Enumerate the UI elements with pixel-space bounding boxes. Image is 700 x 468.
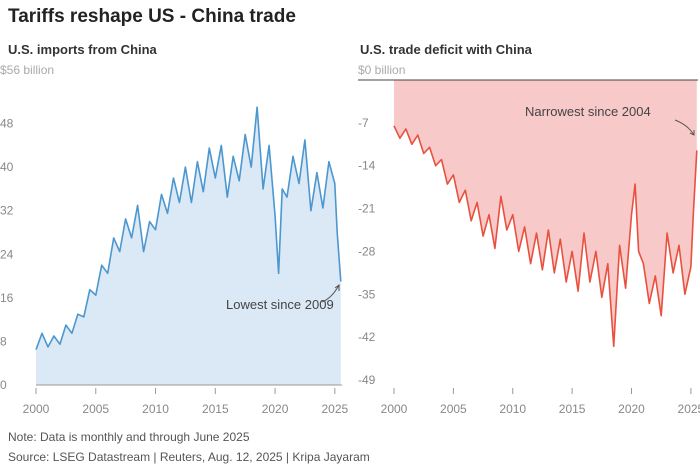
deficit-annotation: Narrowest since 2004 [525,104,651,119]
imports-x-tick-label: 2000 [23,402,50,416]
imports-chart-title: U.S. imports from China [8,42,157,57]
imports-x-tick-label: 2020 [262,402,289,416]
imports-y-top-label: $56 billion [0,63,54,77]
imports-x-tick-label: 2010 [142,402,169,416]
deficit-y-top-label: $0 billion [358,63,405,77]
imports-y-tick-label: 24 [0,247,14,261]
deficit-x-tick-label: 2005 [440,402,467,416]
page-title: Tariffs reshape US - China trade [8,6,296,27]
imports-y-tick-label: 16 [0,291,14,305]
imports-annotation-arrowhead [334,284,340,291]
imports-y-tick-label: 40 [0,160,14,174]
imports-line [35,106,342,350]
deficit-x-tick-label: 2010 [499,402,526,416]
deficit-x-tick-label: 2025 [678,402,700,416]
imports-y-tick-label: 32 [0,204,14,218]
deficit-line [393,125,698,348]
chart-source: Source: LSEG Datastream | Reuters, Aug. … [8,450,370,464]
imports-annotation-arrow [321,284,340,303]
deficit-chart: $0 billion -7 -14 -21 -28 -35 -42 -49 2000 2005 20… [358,63,700,416]
imports-y-tick-label: 0 [0,378,7,392]
imports-y-tick-label: 48 [0,117,14,131]
deficit-area [394,80,697,347]
imports-x-tick-label: 2015 [202,402,229,416]
imports-chart: $56 billion 48 40 32 24 16 8 0 2000 2005 2010 2015 2… [0,63,348,416]
imports-x-tick-label: 2005 [82,402,109,416]
deficit-x-tick-label: 2020 [618,402,645,416]
deficit-y-tick-label: -7 [358,116,369,130]
chart-note: Note: Data is monthly and through June 2… [8,430,250,444]
imports-annotation: Lowest since 2009 [226,297,334,312]
deficit-x-tick-label: 2015 [559,402,586,416]
deficit-chart-title: U.S. trade deficit with China [360,42,532,57]
deficit-y-tick-label: -21 [358,202,376,216]
deficit-y-tick-label: -28 [358,244,376,258]
deficit-y-tick-label: -49 [358,373,376,387]
deficit-y-tick-label: -35 [358,287,376,301]
deficit-annotation-arrowhead [689,130,695,136]
deficit-y-tick-label: -42 [358,330,376,344]
deficit-x-tick-label: 2000 [381,402,408,416]
imports-x-tick-label: 2025 [321,402,348,416]
deficit-annotation-arrow [674,119,695,136]
deficit-y-tick-label: -14 [358,159,376,173]
imports-area [36,107,341,385]
imports-y-tick-label: 8 [0,334,7,348]
